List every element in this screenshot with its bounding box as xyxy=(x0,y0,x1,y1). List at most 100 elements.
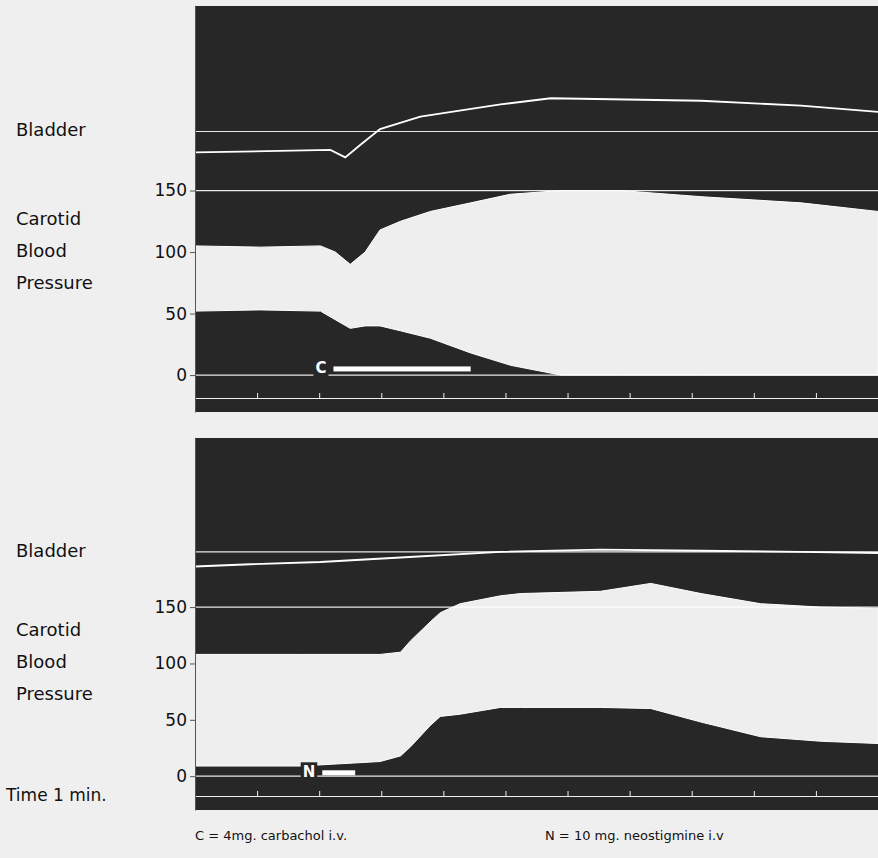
y-tick-label: 50 xyxy=(165,304,187,324)
x-axis xyxy=(196,393,878,399)
series-label: Bladder xyxy=(16,540,86,561)
label-patch xyxy=(301,762,318,782)
y-axis-title-line: Pressure xyxy=(16,683,93,704)
y-tick-mark xyxy=(190,720,195,721)
x-axis xyxy=(196,791,878,797)
y-axis-title-line: Blood xyxy=(16,651,67,672)
x-tick-mark xyxy=(381,393,382,398)
y-axis-title-line: Carotid xyxy=(16,619,81,640)
trace-line xyxy=(195,98,878,157)
y-tick: 50 xyxy=(165,304,195,324)
x-tick xyxy=(505,393,506,398)
caption-text: N = 10 mg. neostigmine i.v xyxy=(545,828,724,843)
y-tick-label: 0 xyxy=(176,365,187,385)
background xyxy=(0,0,878,858)
y-axis-title-line: Pressure xyxy=(16,272,93,293)
x-tick-mark xyxy=(505,393,506,398)
injection-bar xyxy=(333,366,470,371)
y-tick: 100 xyxy=(155,242,195,262)
y-axis-title: Carotid Blood Pressure xyxy=(16,619,93,704)
y-tick-label: 100 xyxy=(155,653,187,673)
y-axis-title-line: Blood xyxy=(16,240,67,261)
x-tick-mark xyxy=(568,393,569,398)
y-tick-label: 150 xyxy=(155,597,187,617)
x-tick xyxy=(692,393,693,398)
x-tick xyxy=(257,393,258,398)
x-tick-mark xyxy=(816,791,817,796)
x-tick xyxy=(692,791,693,796)
pressure-band xyxy=(195,191,878,376)
plot-background xyxy=(195,6,878,412)
y-axis: 0 50 100 150 xyxy=(155,439,196,811)
x-tick xyxy=(257,791,258,796)
injection-bar xyxy=(322,770,355,775)
y-tick: 50 xyxy=(165,710,195,730)
x-tick-mark xyxy=(754,791,755,796)
y-tick: 0 xyxy=(176,365,195,385)
series-label: Bladder xyxy=(16,119,86,140)
y-axis-title: CarotidBloodPressure xyxy=(16,208,93,293)
panel: 0 50 100 150 Carotid Blood Pressure Bladder Time… xyxy=(5,438,878,811)
y-tick-label: 150 xyxy=(155,180,187,200)
x-tick-mark xyxy=(319,393,320,398)
x-tick xyxy=(443,791,444,796)
y-tick-label: 100 xyxy=(155,242,187,262)
baseline xyxy=(195,190,878,191)
label-patch xyxy=(313,358,328,378)
x-tick-mark xyxy=(630,393,631,398)
y-tick-mark xyxy=(190,191,195,192)
x-tick xyxy=(505,791,506,796)
y-tick: 0 xyxy=(176,766,195,786)
x-tick-mark xyxy=(443,791,444,796)
x-tick-mark xyxy=(319,791,320,796)
x-axis-line xyxy=(196,398,878,399)
x-axis-line xyxy=(196,796,878,797)
x-tick xyxy=(754,393,755,398)
x-tick-mark xyxy=(381,791,382,796)
x-tick-mark xyxy=(630,791,631,796)
x-tick-mark xyxy=(505,791,506,796)
x-tick xyxy=(816,393,817,398)
x-tick xyxy=(381,791,382,796)
plot-area xyxy=(195,550,878,777)
y-axis-line xyxy=(195,439,196,811)
x-tick-mark xyxy=(754,393,755,398)
chart-root: 0 50 100 150 Carotid Blood Pressure Bladder C 0 50… xyxy=(0,0,878,858)
recording: 0 50 100 150 Carotid Blood Pressure Bladder C 0 50… xyxy=(0,0,878,858)
x-tick xyxy=(381,393,382,398)
y-tick: 150 xyxy=(155,597,195,617)
caption-text: C = 4mg. carbachol i.v. xyxy=(195,828,347,843)
baseline xyxy=(195,131,878,132)
x-tick xyxy=(754,791,755,796)
y-tick-label: 0 xyxy=(176,766,187,786)
y-axis: 0 50 100 150 xyxy=(155,7,196,413)
x-tick-mark xyxy=(257,791,258,796)
y-axis-line xyxy=(195,7,196,413)
x-tick xyxy=(319,393,320,398)
x-tick xyxy=(630,791,631,796)
x-tick-mark xyxy=(257,393,258,398)
x-tick xyxy=(630,393,631,398)
x-tick xyxy=(816,791,817,796)
y-tick-mark xyxy=(190,252,195,253)
x-tick xyxy=(568,791,569,796)
baseline xyxy=(195,776,878,777)
x-tick-mark xyxy=(443,393,444,398)
y-tick: 100 xyxy=(155,653,195,673)
x-tick xyxy=(319,791,320,796)
x-axis-title: Time 1 min. xyxy=(5,785,107,805)
trace-line xyxy=(195,550,878,567)
pressure-band xyxy=(195,583,878,766)
x-tick-mark xyxy=(692,791,693,796)
x-tick-mark xyxy=(692,393,693,398)
plot-area xyxy=(195,98,878,375)
y-tick-label: 50 xyxy=(165,710,187,730)
injection-label: N xyxy=(303,763,316,781)
panel: 050100150CarotidBloodPressureBladderC xyxy=(16,6,878,413)
y-tick-mark xyxy=(190,663,195,664)
y-tick-mark xyxy=(190,776,195,777)
injection-label: C xyxy=(315,359,326,377)
y-tick-mark xyxy=(190,314,195,315)
x-tick-mark xyxy=(568,791,569,796)
y-tick-mark xyxy=(190,375,195,376)
